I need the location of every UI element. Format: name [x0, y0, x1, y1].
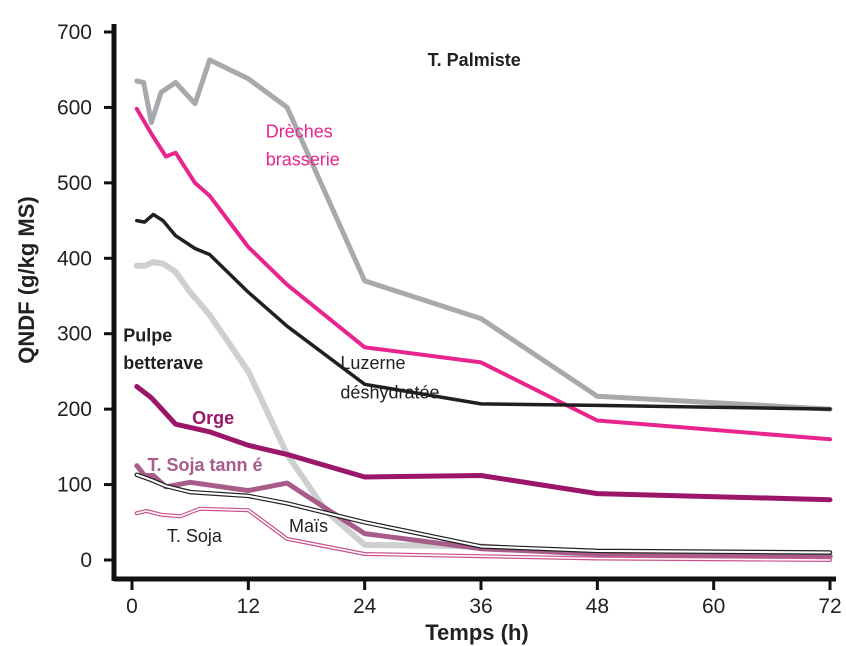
series-label-dreches: Drèches — [266, 122, 333, 142]
x-tick-label-12: 12 — [237, 595, 260, 618]
y-tick-label-200: 200 — [57, 398, 92, 421]
y-tick-label-700: 700 — [57, 21, 92, 44]
x-tick-label-72: 72 — [818, 595, 841, 618]
x-tick-label-60: 60 — [702, 595, 725, 618]
y-tick-label-600: 600 — [57, 96, 92, 119]
series-label-brasserie: brasserie — [266, 150, 340, 170]
x-tick-label-48: 48 — [586, 595, 609, 618]
y-axis-title: QNDF (g/kg MS) — [14, 196, 39, 363]
series-line-t-palmiste — [134, 57, 833, 412]
series-label-orge: Orge — [192, 408, 234, 428]
series-line-mais — [134, 472, 833, 555]
x-tick-label-24: 24 — [353, 595, 377, 618]
x-tick-label-0: 0 — [126, 595, 138, 618]
series-layer — [133, 57, 833, 562]
series-line-dreches-brasserie — [134, 106, 832, 442]
series-line-t-soja-tanne — [134, 463, 833, 559]
axes: 0 100 200 300 400 500 600 700 0 12 24 36 48 60 72 — [57, 21, 842, 618]
series-label-t-soja: T. Soja — [167, 526, 223, 546]
series-line-t-soja-inner — [136, 507, 831, 561]
y-tick-label-500: 500 — [57, 172, 92, 195]
series-line-mais-inner — [135, 473, 832, 554]
y-tick-label-300: 300 — [57, 323, 92, 346]
x-axis-title: Temps (h) — [425, 620, 528, 645]
series-line-orge — [134, 384, 833, 503]
y-tick-label-100: 100 — [57, 474, 92, 497]
series-label-luzerne: Luzerne — [340, 353, 405, 373]
series-label-deshydratee: déshydratée — [340, 383, 439, 403]
series-line-luzerne-deshydratee — [135, 212, 832, 411]
y-tick-label-0: 0 — [80, 549, 92, 572]
series-labels: T. Palmiste Drèches brasserie Luzerne déshyd… — [123, 50, 520, 546]
series-label-t-palmiste: T. Palmiste — [428, 50, 521, 70]
y-tick-label-400: 400 — [57, 247, 92, 270]
x-tick-label-36: 36 — [469, 595, 492, 618]
series-label-t-soja-tann-e: T. Soja tann é — [148, 455, 263, 475]
series-label-mais: Maïs — [289, 516, 328, 536]
series-label-pulpe: Pulpe — [123, 325, 172, 345]
series-label-betterave: betterave — [123, 353, 203, 373]
